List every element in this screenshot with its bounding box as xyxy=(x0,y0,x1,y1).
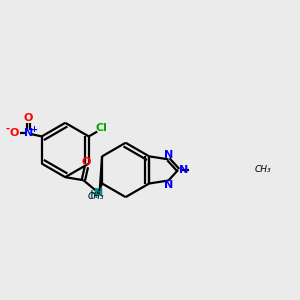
Text: CH₃: CH₃ xyxy=(88,192,104,201)
Text: O: O xyxy=(24,113,33,123)
Text: N: N xyxy=(24,128,33,138)
Text: +: + xyxy=(30,125,37,134)
Text: Cl: Cl xyxy=(95,123,107,133)
Text: N: N xyxy=(164,149,173,160)
Text: CH₃: CH₃ xyxy=(254,165,271,174)
Text: -: - xyxy=(6,124,10,134)
Text: O: O xyxy=(9,128,19,138)
Text: O: O xyxy=(82,157,91,167)
Text: H: H xyxy=(89,190,97,200)
Text: N: N xyxy=(179,165,188,175)
Text: N: N xyxy=(94,188,103,199)
Text: N: N xyxy=(164,180,173,190)
